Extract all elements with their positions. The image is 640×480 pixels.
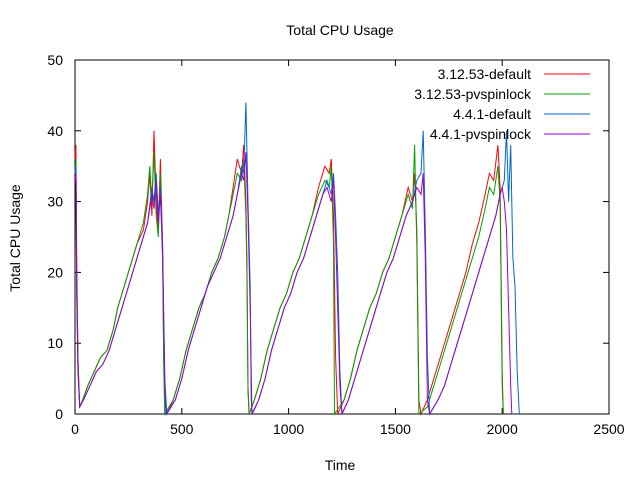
series-line-4.4.1-pvspinlock bbox=[74, 151, 513, 416]
y-tick-label: 30 bbox=[47, 194, 63, 210]
legend: 3.12.53-default 3.12.53-pvspinlock 4.4.1-d… bbox=[414, 66, 590, 142]
x-tick-label: 2000 bbox=[487, 421, 518, 437]
series-lines bbox=[74, 102, 520, 416]
x-tick-label: 2500 bbox=[593, 421, 624, 437]
series-line-3.12.53-pvspinlock bbox=[74, 144, 504, 416]
y-tick-label: 10 bbox=[47, 335, 63, 351]
x-tick-label: 1500 bbox=[380, 421, 411, 437]
legend-label: 4.4.1-default bbox=[453, 106, 531, 122]
y-tick-label: 20 bbox=[47, 264, 63, 280]
legend-label: 3.12.53-default bbox=[438, 66, 532, 82]
series-line-3.12.53-default bbox=[74, 130, 504, 416]
x-tick-label: 500 bbox=[170, 421, 194, 437]
y-tick-label: 40 bbox=[47, 123, 63, 139]
chart-title: Total CPU Usage bbox=[286, 22, 394, 38]
x-axis-label: Time bbox=[325, 457, 356, 473]
series-line-4.4.1-default bbox=[74, 102, 520, 416]
x-tick-label: 1000 bbox=[273, 421, 304, 437]
legend-label: 4.4.1-pvspinlock bbox=[430, 126, 532, 142]
x-tick-label: 0 bbox=[71, 421, 79, 437]
y-tick-label: 0 bbox=[55, 406, 63, 422]
axis-ticks: 0 500 1000 1500 2000 2500 0 10 20 30 40 50 bbox=[47, 52, 624, 437]
y-tick-label: 50 bbox=[47, 52, 63, 68]
y-axis-label: Total CPU Usage bbox=[7, 184, 23, 292]
legend-label: 3.12.53-pvspinlock bbox=[414, 86, 532, 102]
